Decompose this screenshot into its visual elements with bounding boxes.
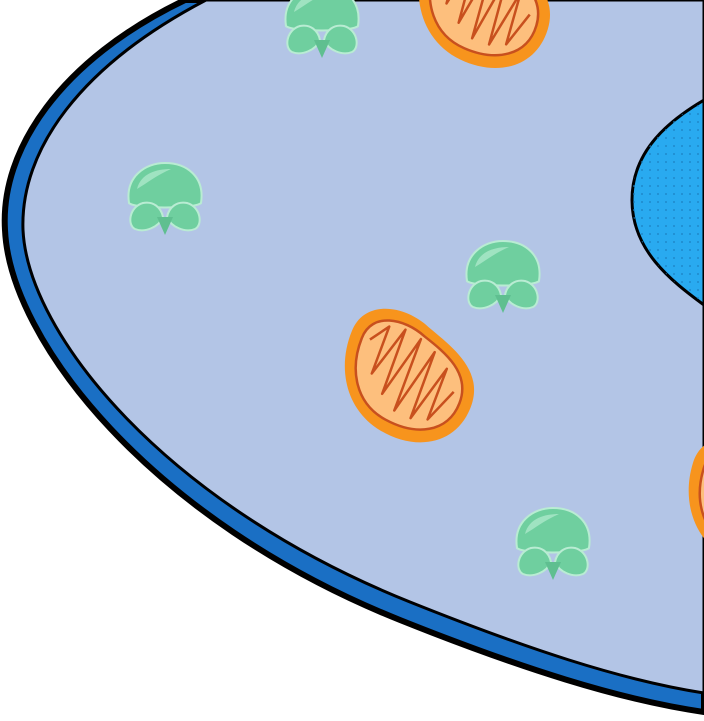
organelle [515,507,591,581]
organelle [465,240,541,314]
nucleus [630,98,704,307]
organelle [284,0,360,59]
organelle [127,162,203,236]
